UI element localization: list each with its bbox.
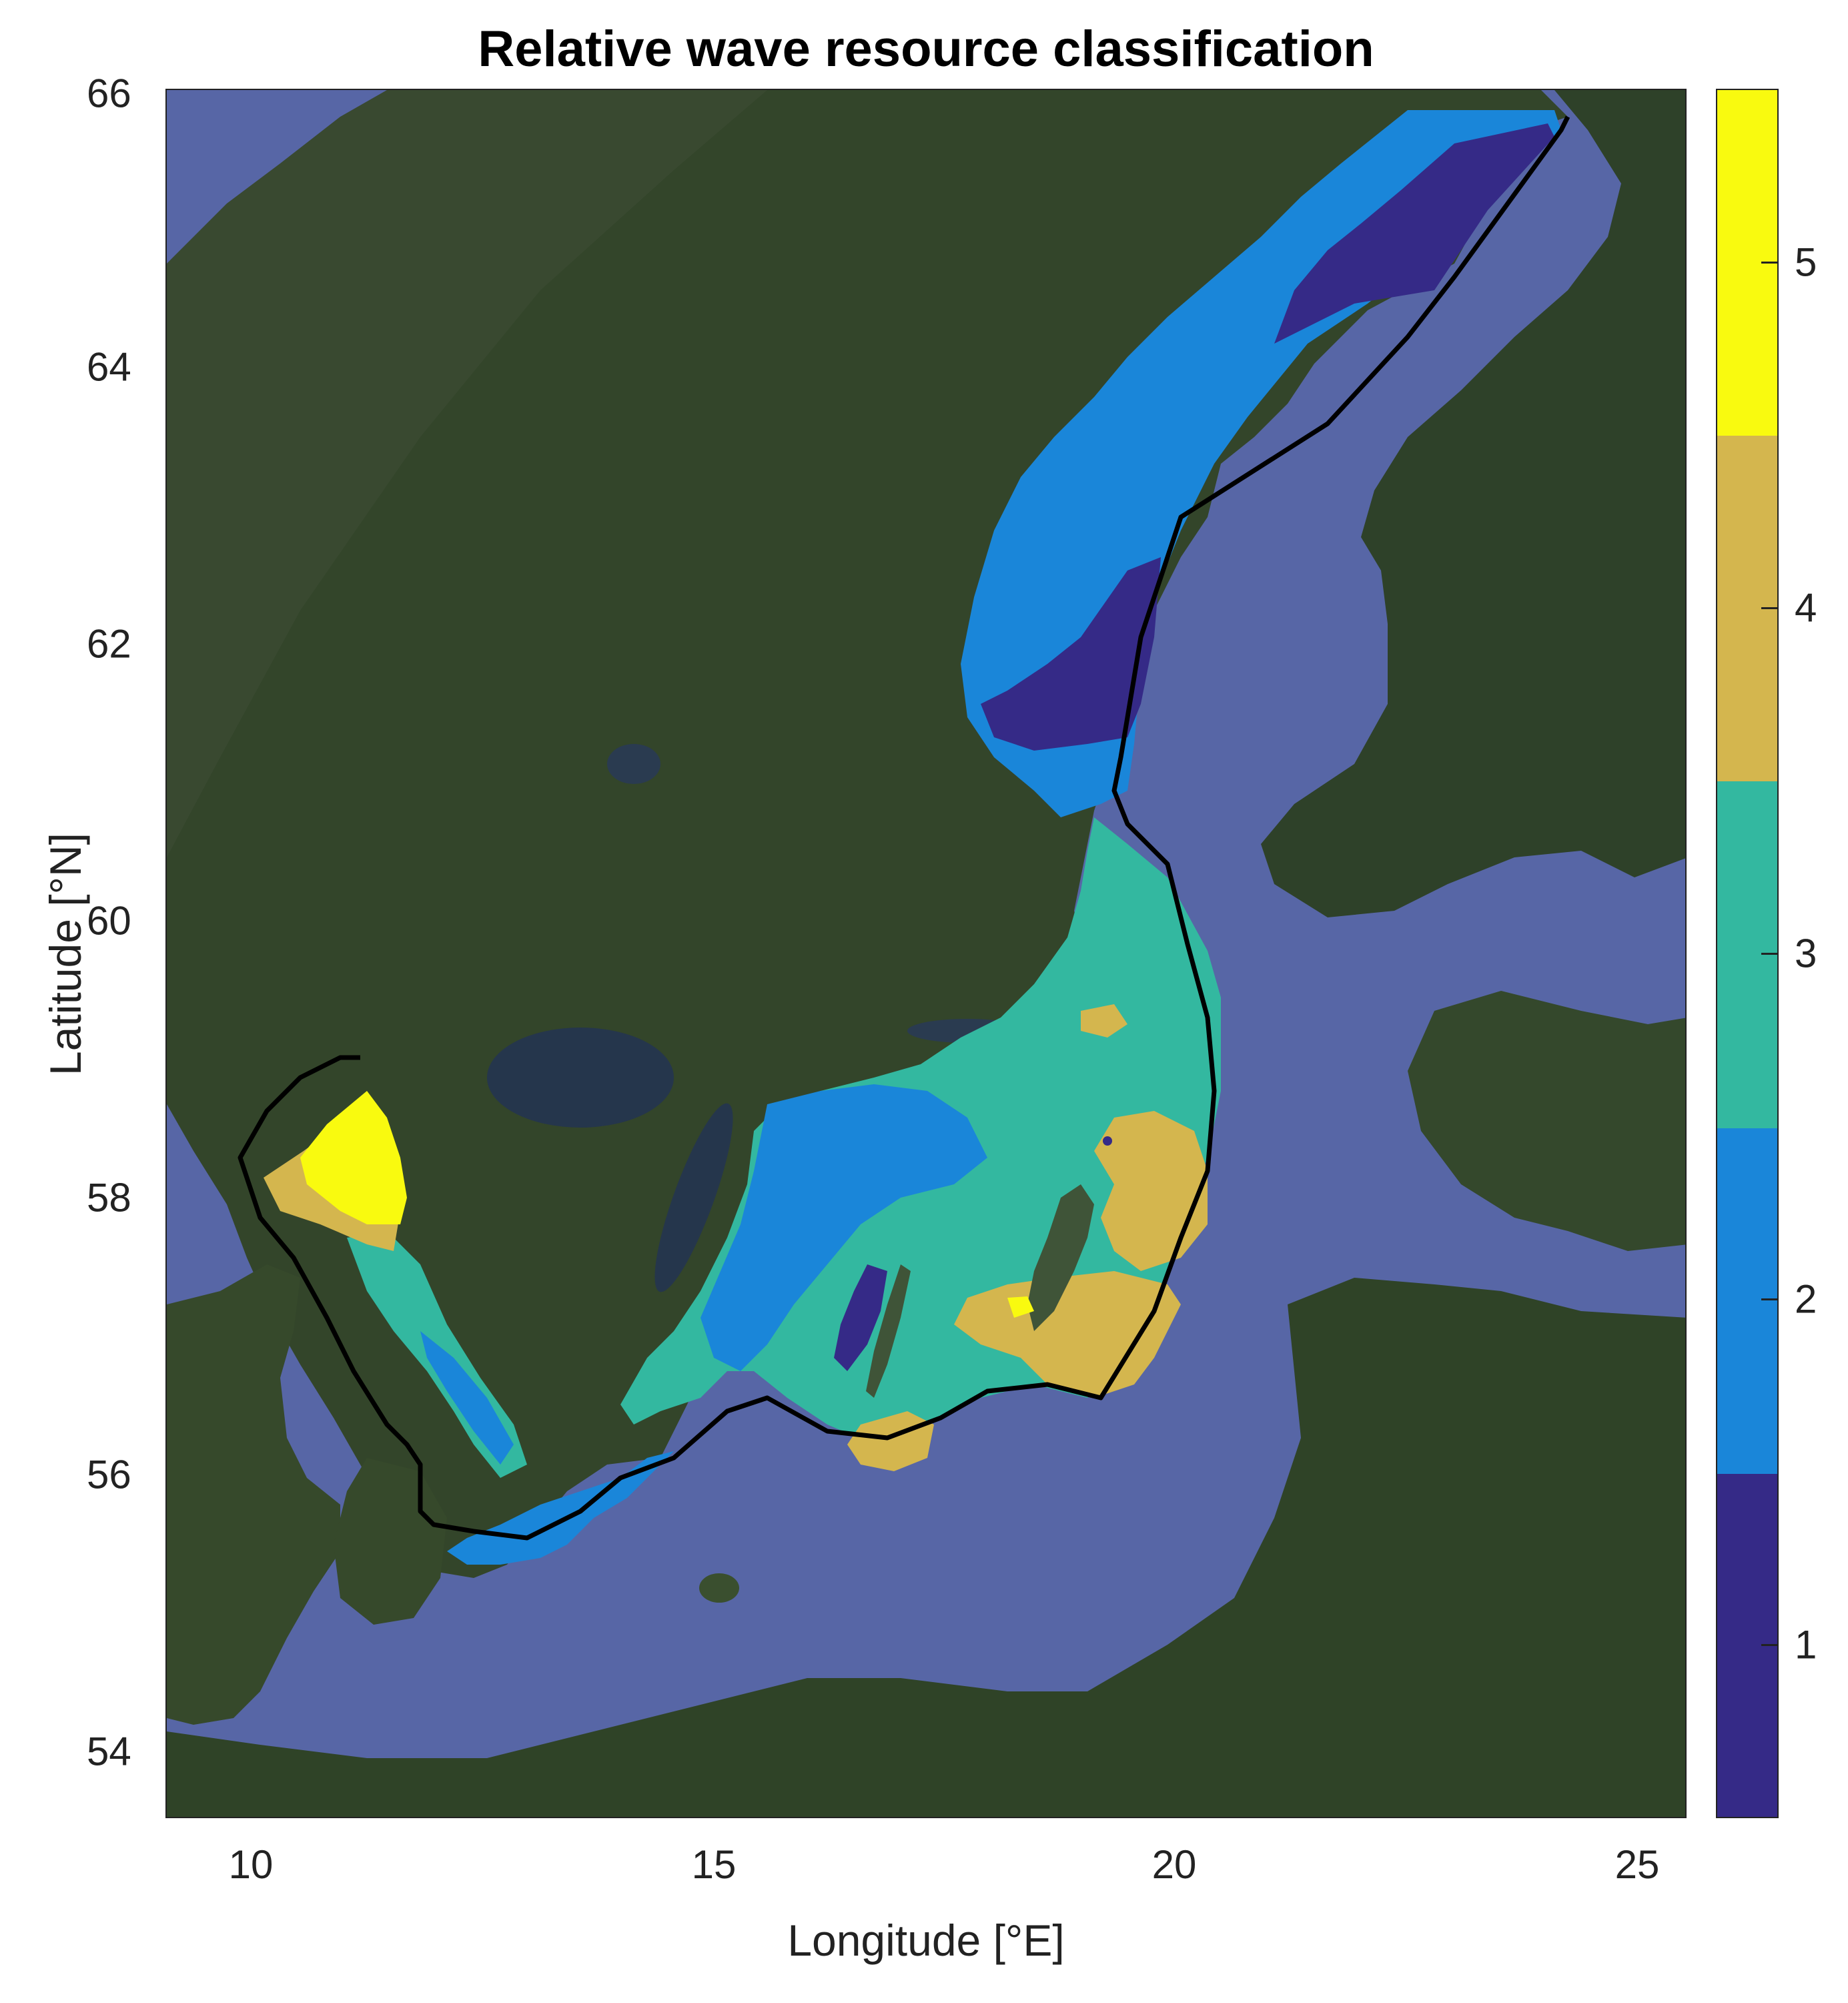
zone-class-5-gotland — [1007, 1296, 1034, 1318]
land-baltic-south — [167, 1278, 1685, 1817]
zone-class-1-bothnian-bay — [1274, 123, 1554, 344]
x-tick-label: 10 — [228, 1842, 274, 1887]
wave-class-zones — [264, 110, 1561, 1565]
x-axis-label: Longitude [°E] — [787, 1916, 1065, 1965]
colorbar-tick-label: 3 — [1795, 931, 1817, 976]
y-tick-label: 56 — [87, 1452, 131, 1497]
y-tick-label: 58 — [87, 1175, 131, 1220]
colorbar-tick-label: 2 — [1795, 1276, 1817, 1322]
colorbar-tick — [1761, 1298, 1779, 1300]
colorbar-tick-label: 4 — [1795, 585, 1817, 631]
lake-vanern — [487, 1028, 674, 1128]
x-tick-label: 20 — [1151, 1842, 1197, 1887]
colorbar-tick-label: 5 — [1795, 240, 1817, 285]
island-oland — [866, 1264, 911, 1398]
y-tick-label: 66 — [87, 71, 131, 116]
land-norway-mountains — [167, 90, 767, 857]
colorbar-tick — [1761, 607, 1779, 609]
colorbar-tick — [1761, 1644, 1779, 1646]
zone-class-1-small — [1103, 1136, 1112, 1146]
zone-class-4-east-gotland — [1094, 1111, 1208, 1271]
zone-class-4-stockholm — [1081, 1004, 1127, 1038]
colorbar-segment-1 — [1717, 1474, 1777, 1817]
colorbar-tick-label: 1 — [1795, 1622, 1817, 1667]
zone-class-2-kattegat-coast — [420, 1331, 514, 1465]
satellite-basemap — [167, 90, 1685, 1817]
x-tick-label: 15 — [691, 1842, 737, 1887]
colorbar-segment-3 — [1717, 781, 1777, 1128]
study-area-outline — [238, 115, 1570, 1541]
colorbar-tick — [1761, 262, 1779, 264]
island-bornholm — [699, 1573, 739, 1603]
land-estonia — [1408, 991, 1685, 1251]
y-axis-label: Latitude [°N] — [41, 833, 90, 1076]
y-tick-label: 64 — [87, 344, 131, 390]
y-tick-label: 54 — [87, 1729, 131, 1774]
y-tick-label: 60 — [87, 898, 131, 943]
zone-class-2-east-coast — [701, 1084, 987, 1371]
land-finland — [1261, 90, 1685, 917]
map-svg — [167, 90, 1685, 1817]
colorbar-tick — [1761, 953, 1779, 955]
zone-class-1-bothnian-sea — [981, 557, 1161, 751]
land-sweden — [167, 90, 1568, 1578]
land-denmark — [167, 1264, 340, 1725]
x-tick-label: 25 — [1614, 1842, 1660, 1887]
zone-class-5-skagerrak — [300, 1091, 407, 1224]
y-tick-label: 62 — [87, 621, 131, 667]
island-gotland — [1027, 1184, 1094, 1331]
colorbar-segment-2 — [1717, 1128, 1777, 1474]
zone-class-1-kalmar — [834, 1264, 887, 1371]
lake-siljan — [607, 744, 660, 784]
map-plot-area — [165, 89, 1687, 1818]
lake-vattern — [654, 1103, 733, 1292]
chart-title: Relative wave resource classification — [478, 21, 1374, 77]
